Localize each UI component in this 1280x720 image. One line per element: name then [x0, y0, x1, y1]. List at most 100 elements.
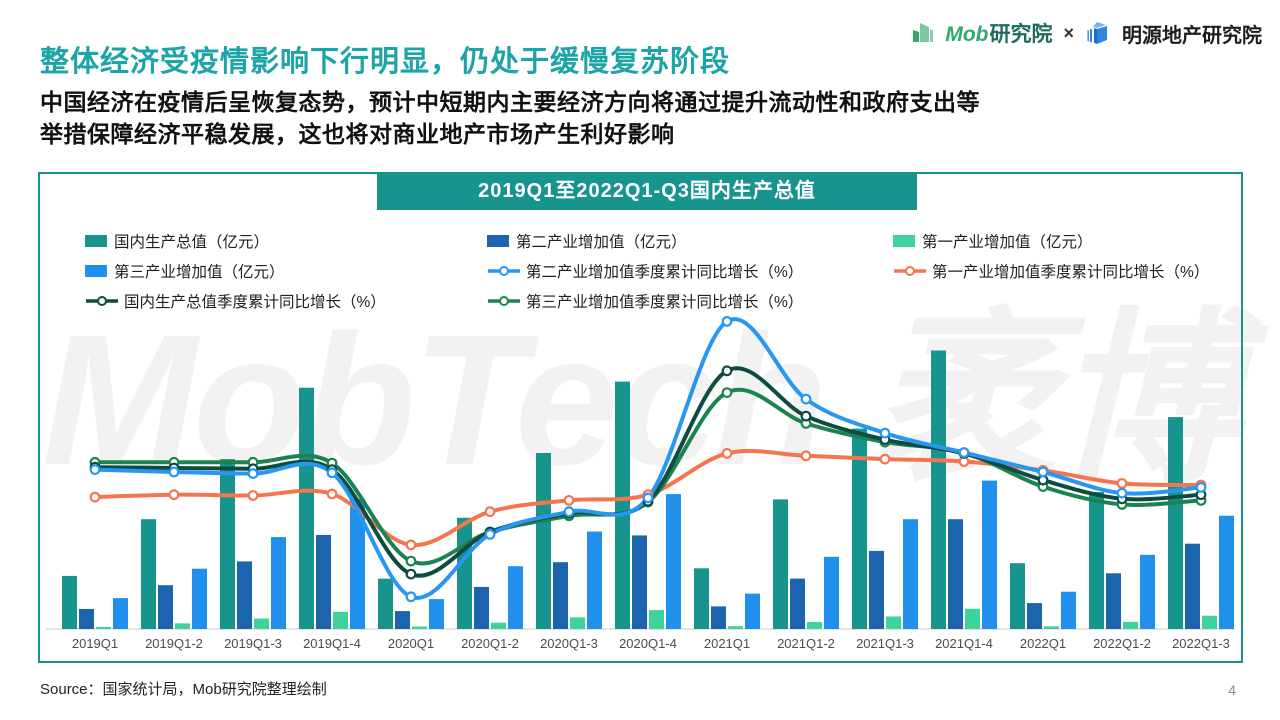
- logo-bar: Mob研究院 × 明源地产研究院: [910, 16, 1262, 50]
- bar-gdp_bar: [62, 575, 77, 629]
- legend-item-gdp_bar: 国内生产总值（亿元）: [85, 226, 386, 256]
- marker-secondary_line: [879, 427, 891, 439]
- legend-column: 国内生产总值（亿元） 第三产业增加值（亿元） 国内生产总值季度累计同比增长（%）: [85, 226, 386, 316]
- bar-secondary_bar: [79, 609, 94, 629]
- legend-bar-swatch: [85, 265, 107, 277]
- x-tick-label: 2021Q1: [704, 636, 750, 651]
- bar-primary_bar: [175, 623, 190, 629]
- legend-bar-swatch: [85, 235, 107, 247]
- bar-tertiary_bar: [350, 498, 365, 629]
- bar-secondary_bar: [1027, 603, 1042, 629]
- marker-secondary_line: [326, 467, 338, 479]
- bar-gdp_bar: [773, 499, 788, 629]
- legend-label: 第一产业增加值（亿元）: [922, 234, 1093, 251]
- bar-gdp_bar: [615, 381, 630, 629]
- marker-secondary_line: [247, 468, 259, 480]
- x-tick-label: 2019Q1-2: [145, 636, 203, 651]
- bar-primary_bar: [728, 626, 743, 629]
- marker-secondary_line: [1037, 466, 1049, 478]
- bar-secondary_bar: [632, 535, 647, 629]
- bar-gdp_bar: [931, 350, 946, 629]
- marker-secondary_line: [1195, 481, 1207, 493]
- legend-item-secondary_bar: 第二产业增加值（亿元）: [487, 226, 803, 256]
- bar-secondary_bar: [553, 562, 568, 629]
- legend-item-tertiary_bar: 第三产业增加值（亿元）: [85, 256, 386, 286]
- bar-primary_bar: [1044, 626, 1059, 629]
- gdp-chart: 2019Q1至2022Q1-Q3国内生产总值 国内生产总值（亿元） 第三产业增加值…: [38, 172, 1243, 663]
- bar-primary_bar: [333, 611, 348, 629]
- bar-gdp_bar: [852, 428, 867, 629]
- x-tick-label: 2020Q1: [388, 636, 434, 651]
- bar-secondary_bar: [158, 585, 173, 629]
- bar-tertiary_bar: [745, 593, 760, 629]
- subtitle-line-1: 中国经济在疫情后呈恢复态势，预计中短期内主要经济方向将通过提升流动性和政府支出等: [40, 89, 980, 115]
- bar-tertiary_bar: [192, 568, 207, 629]
- bar-gdp_bar: [1168, 417, 1183, 629]
- x-tick-label: 2020Q1-2: [461, 636, 519, 651]
- source-text: Source：国家统计局，Mob研究院整理绘制: [40, 681, 327, 698]
- page-title: 整体经济受疫情影响下行明显，仍处于缓慢复苏阶段: [40, 46, 731, 78]
- marker-gdp_line: [405, 568, 417, 580]
- legend-item-primary_bar: 第一产业增加值（亿元）: [893, 226, 1209, 256]
- marker-secondary_line: [89, 464, 101, 476]
- marker-primary_line: [247, 490, 259, 501]
- bar-secondary_bar: [1185, 543, 1200, 629]
- bar-secondary_bar: [711, 606, 726, 629]
- marker-primary_line: [563, 494, 575, 506]
- marker-secondary_line: [642, 492, 654, 504]
- x-tick-label: 2021Q1-4: [935, 636, 993, 651]
- bar-tertiary_bar: [982, 480, 997, 629]
- marker-secondary_line: [405, 591, 417, 603]
- bar-secondary_bar: [316, 535, 331, 629]
- x-tick-label: 2021Q1-2: [777, 636, 835, 651]
- chart-title: 2019Q1至2022Q1-Q3国内生产总值: [377, 172, 917, 210]
- legend-line-swatch: [894, 266, 926, 276]
- bar-primary_bar: [807, 622, 822, 629]
- marker-primary_line: [405, 539, 417, 551]
- legend-label: 第三产业增加值季度累计同比增长（%）: [526, 294, 804, 311]
- marker-tertiary_line: [721, 387, 733, 398]
- x-tick-label: 2019Q1: [72, 636, 118, 651]
- legend-label: 第一产业增加值季度累计同比增长（%）: [932, 264, 1210, 281]
- legend-label: 第三产业增加值（亿元）: [114, 264, 285, 281]
- bar-tertiary_bar: [271, 537, 286, 629]
- bar-primary_bar: [965, 608, 980, 629]
- legend-bar-swatch: [487, 235, 509, 247]
- bar-primary_bar: [491, 622, 506, 629]
- marker-primary_line: [89, 491, 101, 503]
- bar-gdp_bar: [536, 453, 551, 629]
- marker-primary_line: [326, 488, 338, 500]
- bar-secondary_bar: [237, 561, 252, 629]
- marker-primary_line: [800, 450, 812, 462]
- legend-item-gdp_line: 国内生产总值季度累计同比增长（%）: [85, 286, 386, 316]
- legend-label: 第二产业增加值季度累计同比增长（%）: [526, 264, 804, 281]
- legend-label: 国内生产总值（亿元）: [114, 234, 270, 251]
- legend-item-secondary_line: 第二产业增加值季度累计同比增长（%）: [487, 256, 803, 286]
- bar-secondary_bar: [474, 586, 489, 629]
- bar-secondary_bar: [948, 519, 963, 629]
- bar-tertiary_bar: [113, 598, 128, 629]
- mob-logo-text: Mob研究院: [945, 23, 1053, 46]
- marker-primary_line: [1116, 477, 1128, 489]
- bar-secondary_bar: [1106, 573, 1121, 629]
- legend-line-swatch: [86, 296, 118, 306]
- bar-tertiary_bar: [1219, 515, 1234, 629]
- bar-primary_bar: [96, 626, 111, 629]
- page-subtitle: 中国经济在疫情后呈恢复态势，预计中短期内主要经济方向将通过提升流动性和政府支出等…: [40, 86, 1250, 150]
- marker-secondary_line: [721, 315, 733, 327]
- marker-secondary_line: [563, 506, 575, 518]
- x-tick-label: 2020Q1-3: [540, 636, 598, 651]
- legend-column: 第一产业增加值（亿元） 第一产业增加值季度累计同比增长（%）: [893, 226, 1209, 286]
- marker-secondary_line: [1116, 487, 1128, 499]
- bar-tertiary_bar: [508, 566, 523, 629]
- x-tick-label: 2020Q1-4: [619, 636, 677, 651]
- bar-gdp_bar: [299, 387, 314, 629]
- marker-gdp_line: [800, 410, 812, 422]
- mob-logo-icon: [910, 20, 936, 46]
- marker-secondary_line: [958, 447, 970, 459]
- bar-secondary_bar: [395, 611, 410, 629]
- x-tick-label: 2022Q1: [1020, 636, 1066, 651]
- page-number: 4: [1228, 682, 1236, 698]
- bar-tertiary_bar: [824, 556, 839, 629]
- bar-primary_bar: [412, 626, 427, 629]
